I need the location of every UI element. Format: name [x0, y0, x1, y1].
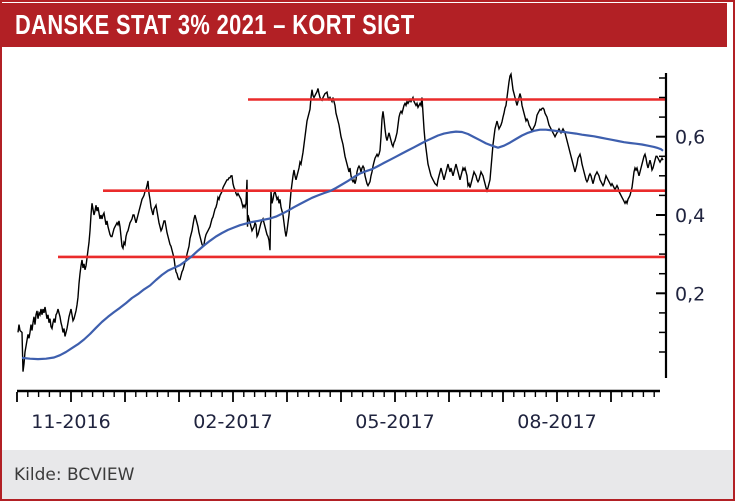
x-axis-label: 11-2016 [31, 411, 110, 433]
header-bar: DANSKE STAT 3% 2021 – KORT SIGT [2, 3, 727, 47]
source-footer: Kilde: BCVIEW [2, 450, 733, 499]
x-axis-label: 05-2017 [355, 411, 434, 433]
y-axis-label: 0,6 [675, 127, 705, 149]
y-axis-label: 0,2 [675, 283, 705, 305]
x-axis-label: 02-2017 [193, 411, 272, 433]
x-axis-label: 08-2017 [517, 411, 596, 433]
price-line [17, 71, 664, 372]
source-label: Kilde: BCVIEW [14, 464, 135, 485]
page-title: DANSKE STAT 3% 2021 – KORT SIGT [15, 9, 415, 40]
moving-average-line [21, 128, 664, 361]
y-axis-label: 0,4 [675, 205, 705, 227]
